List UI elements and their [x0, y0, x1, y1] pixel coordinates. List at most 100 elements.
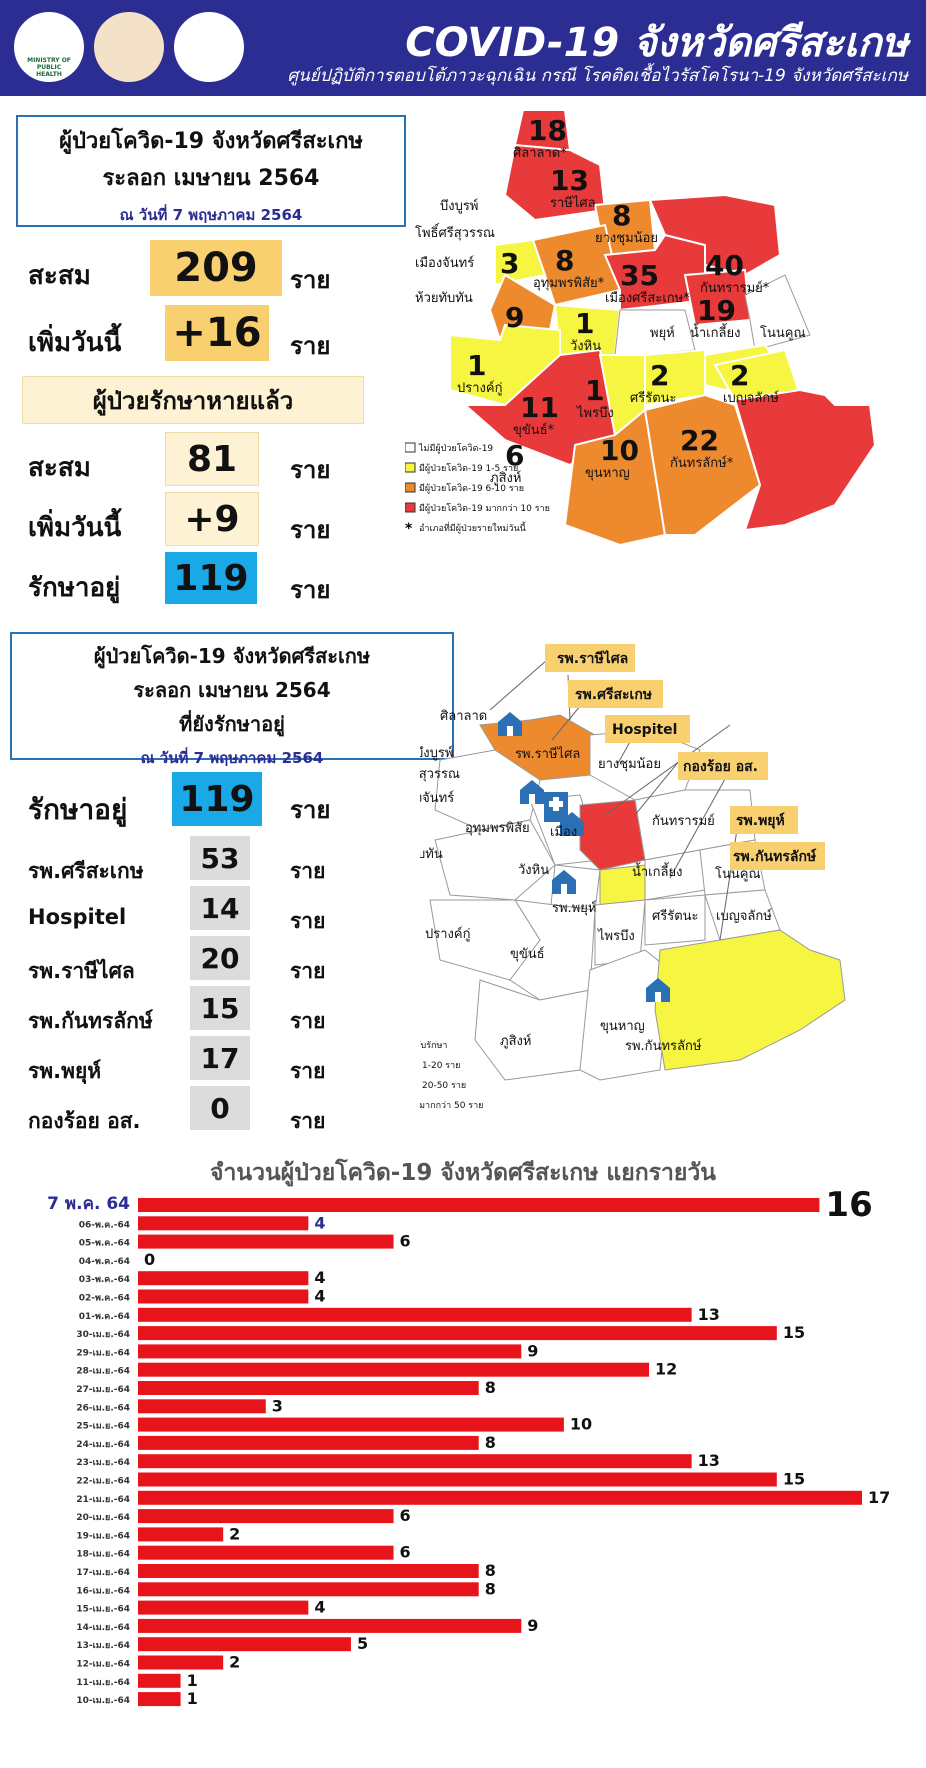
district-name: ราษีไศล: [550, 195, 596, 211]
legend-text: มีผู้ป่วยที่รักษาอยู่ 20-50 ราย: [420, 1078, 466, 1091]
value-label: 5: [357, 1634, 368, 1653]
treatment-title-line3: ที่ยังรักษาอยู่: [179, 712, 285, 736]
district-count: 2: [730, 359, 749, 392]
category-label: 26-เม.ย.-64: [76, 1403, 130, 1413]
category-label: 25-เม.ย.-64: [76, 1422, 130, 1432]
category-label: 18-เม.ย.-64: [76, 1550, 130, 1560]
callout-leader-line: [604, 724, 731, 816]
provincial-emblem-logo: [174, 12, 244, 82]
hospital-district-label: รพ.กันทรลักษ์: [625, 1038, 702, 1054]
district-name: เมืองจันทร์: [415, 255, 474, 271]
hospital-icon: [498, 712, 522, 736]
district-count: 13: [550, 164, 589, 197]
district-name: ไพรบึง: [576, 405, 614, 421]
ministry-of-public-health-logo: MINISTRY OF PUBLIC HEALTH: [14, 12, 84, 82]
value-label: 12: [655, 1360, 677, 1379]
asterisk-marker: *: [405, 521, 413, 537]
legend-text: มีผู้ป่วยที่รักษาอยู่มากกว่า 50 ราย: [420, 1098, 483, 1111]
district-name: ขุนหาญ: [600, 1019, 645, 1034]
value-label: 4: [314, 1598, 325, 1617]
hospital-callout: รพ.พยุห์: [736, 812, 785, 829]
category-label: 30-เม.ย.-64: [76, 1330, 130, 1340]
bar: [138, 1527, 224, 1542]
district-name: อุทุมพรพิสัย: [465, 821, 530, 836]
bar: [138, 1271, 309, 1286]
category-label: 24-เม.ย.-64: [76, 1440, 130, 1450]
district-name: ศิลาลาด*: [513, 146, 567, 161]
bar: [138, 1490, 862, 1505]
cumulative-value: 209: [150, 240, 282, 296]
unit-label: ราย: [290, 959, 326, 983]
value-label: 8: [485, 1433, 496, 1452]
district-name: ห้วยทับทัน: [420, 847, 443, 862]
district-name: ห้วยทับทัน: [415, 291, 473, 306]
district-name: โพธิ์ศรีสุวรรณ: [420, 764, 460, 782]
category-label: 13-เม.ย.-64: [76, 1641, 130, 1651]
bar: [138, 1509, 394, 1524]
hospital-callout: รพ.ศรีสะเกษ: [575, 687, 652, 703]
treatment-date: ณ วันที่ 7 พฤษภาคม 2564: [140, 749, 324, 767]
district-count: 2: [650, 359, 669, 392]
district-name: ศิลาลาด: [440, 709, 487, 724]
callout-box: [545, 644, 635, 672]
district-count: 10: [600, 434, 639, 467]
legend-text: มีผู้ป่วยที่รักษาอยู่ 1-20 ราย: [420, 1058, 460, 1071]
district-map-legend: ไม่มีผู้ป่วยโควิด-19 มีผู้ป่วยโควิด-19 1…: [405, 442, 550, 537]
bar: [138, 1582, 479, 1597]
value-label: 15: [783, 1470, 805, 1489]
bar: [138, 1545, 394, 1560]
chart-title: จำนวนผู้ป่วยโควิด-19 จังหวัดศรีสะเกษ แยก…: [210, 1160, 716, 1186]
hospital-name: รพ.พยุห์: [28, 1059, 102, 1083]
unit-label: ราย: [290, 796, 331, 824]
bar: [138, 1362, 650, 1377]
district-name: ภูสิงห์: [500, 1033, 531, 1049]
recovered-new-label: เพิ่มวันนี้: [28, 513, 122, 543]
value-label: 4: [314, 1287, 325, 1306]
hospital-name: รพ.กันทรลักษ์: [28, 1009, 153, 1033]
value-label: 13: [698, 1451, 720, 1470]
category-label: 28-เม.ย.-64: [76, 1367, 130, 1377]
hospital-icon: [552, 870, 576, 894]
bar: [138, 1655, 224, 1670]
category-label: 12-เม.ย.-64: [76, 1660, 130, 1670]
category-label: 06-พ.ค.-64: [79, 1220, 130, 1230]
treatment-treating-value: 119: [172, 772, 262, 826]
district-name: เมืองจันทร์: [420, 790, 454, 806]
unit-label: ราย: [290, 456, 331, 484]
district-name: ศรีรัตนะ: [630, 390, 677, 406]
district-name: วังหิน: [570, 339, 601, 354]
district-region: [579, 799, 646, 871]
hospital-icon: [544, 792, 568, 822]
treatment-title-line1: ผู้ป่วยโควิด-19 จังหวัดศรีสะเกษ: [93, 644, 371, 668]
header-banner: MINISTRY OF PUBLIC HEALTH COVID-19 จังหว…: [0, 0, 926, 96]
hospital-district-label: รพ.ราษีไศล: [515, 746, 580, 762]
district-count: 3: [500, 247, 519, 280]
district-name: ศรีรัตนะ: [652, 908, 699, 924]
district-count: 11: [520, 391, 559, 424]
legend-swatch: [405, 442, 416, 453]
district-name: ขุขันธ์: [510, 946, 545, 962]
bar: [138, 1399, 266, 1414]
hospital-callout: รพ.กันทรลักษ์: [733, 848, 816, 865]
value-label: 9: [527, 1616, 538, 1635]
value-label: 8: [485, 1561, 496, 1580]
treatment-title-box: ผู้ป่วยโควิด-19 จังหวัดศรีสะเกษ ระลอก เม…: [10, 632, 454, 767]
page-subtitle: ศูนย์ปฏิบัติการตอบโต้ภาวะฉุกเฉิน กรณี โร…: [287, 66, 908, 86]
value-label: 13: [698, 1305, 720, 1324]
value-label: 2: [229, 1524, 240, 1543]
unit-label: ราย: [290, 1009, 326, 1033]
district-name: อุทุมพรพิสัย*: [533, 276, 605, 291]
district-count: 8: [612, 199, 631, 232]
hospital-value: 20: [190, 936, 250, 980]
bar: [138, 1326, 777, 1341]
district-count: 35: [620, 259, 659, 292]
district-name: เบญจลักษ์: [716, 908, 772, 924]
callout-leader-line: [634, 759, 681, 816]
district-count: 40: [705, 249, 744, 282]
recovered-title: ผู้ป่วยรักษาหายแล้ว: [22, 376, 364, 424]
callout-leader-line: [669, 769, 731, 879]
district-count: 22: [680, 424, 719, 457]
category-label: 20-เม.ย.-64: [76, 1513, 130, 1523]
bar: [138, 1381, 479, 1395]
category-label: 16-เม.ย.-64: [76, 1586, 130, 1596]
